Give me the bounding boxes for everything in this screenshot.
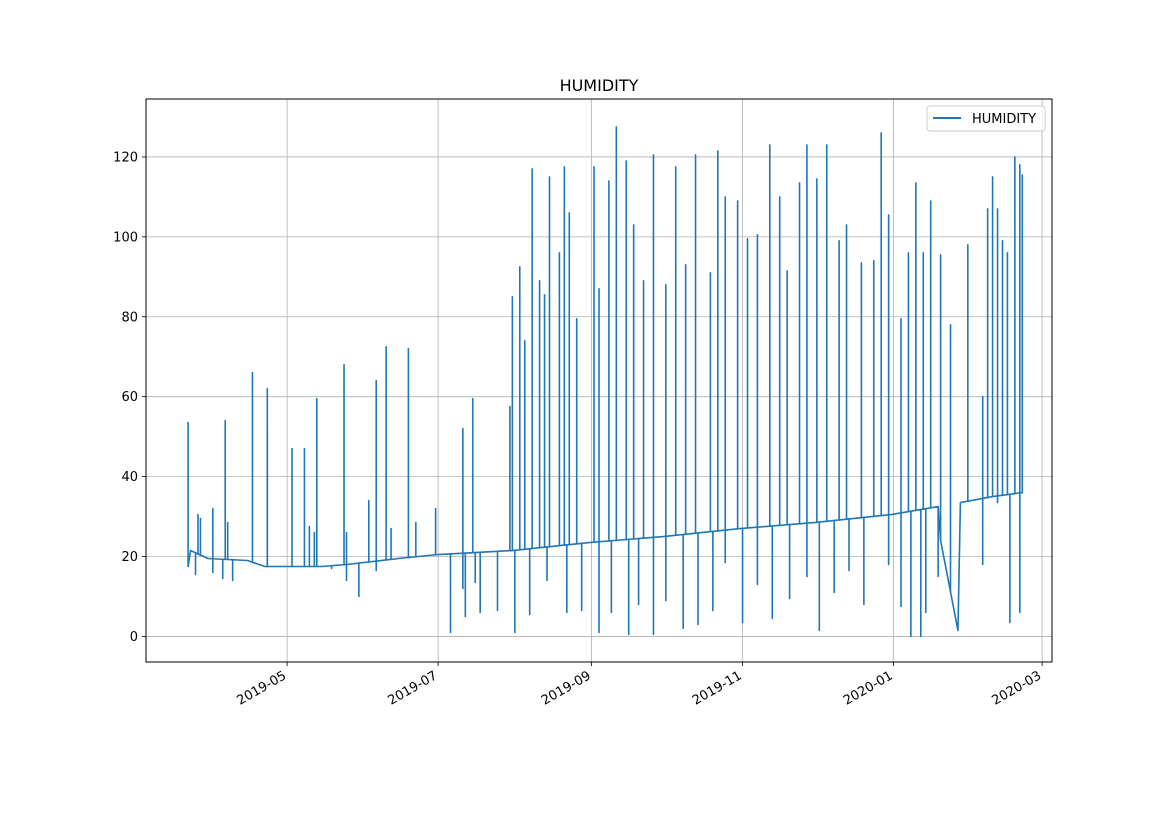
plot-frame	[145, 98, 1053, 663]
y-tick-label: 100	[113, 230, 138, 245]
humidity-series	[187, 126, 1024, 638]
y-tick-label: 80	[121, 310, 138, 325]
legend-box	[926, 105, 1046, 132]
y-tick-label: 20	[121, 550, 138, 565]
y-tick-label: 0	[130, 630, 138, 645]
legend-label: HUMIDITY	[972, 112, 1036, 127]
y-tick-label: 60	[121, 390, 138, 405]
plot-area	[187, 126, 1024, 638]
chart-title: HUMIDITY	[560, 76, 639, 95]
legend: HUMIDITY	[926, 105, 1046, 132]
y-tick-label: 40	[121, 470, 138, 485]
humidity-baseline	[187, 491, 1023, 632]
y-axis: 0 20 40 60 80 100 120	[113, 150, 146, 645]
y-tick-label: 120	[113, 150, 138, 165]
